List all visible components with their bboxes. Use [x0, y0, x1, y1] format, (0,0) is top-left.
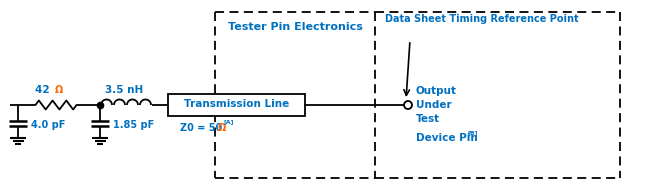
Text: Tester Pin Electronics: Tester Pin Electronics — [228, 22, 362, 32]
Text: Device Pin: Device Pin — [416, 133, 478, 143]
Text: [B]: [B] — [468, 130, 478, 135]
Text: Output: Output — [416, 86, 457, 96]
Text: Data Sheet Timing Reference Point: Data Sheet Timing Reference Point — [385, 14, 579, 24]
Text: 42: 42 — [35, 85, 53, 95]
Text: [A]: [A] — [224, 119, 234, 124]
Text: Under: Under — [416, 100, 452, 110]
Bar — [168, 94, 305, 116]
Text: Ω: Ω — [218, 123, 227, 133]
Text: 3.5 nH: 3.5 nH — [105, 85, 143, 95]
Text: Test: Test — [416, 114, 440, 124]
Text: 4.0 pF: 4.0 pF — [31, 119, 66, 129]
Text: Transmission Line: Transmission Line — [184, 99, 289, 109]
Text: 1.85 pF: 1.85 pF — [113, 119, 154, 129]
Text: Ω: Ω — [55, 85, 63, 95]
Text: Z0 = 50: Z0 = 50 — [180, 123, 226, 133]
